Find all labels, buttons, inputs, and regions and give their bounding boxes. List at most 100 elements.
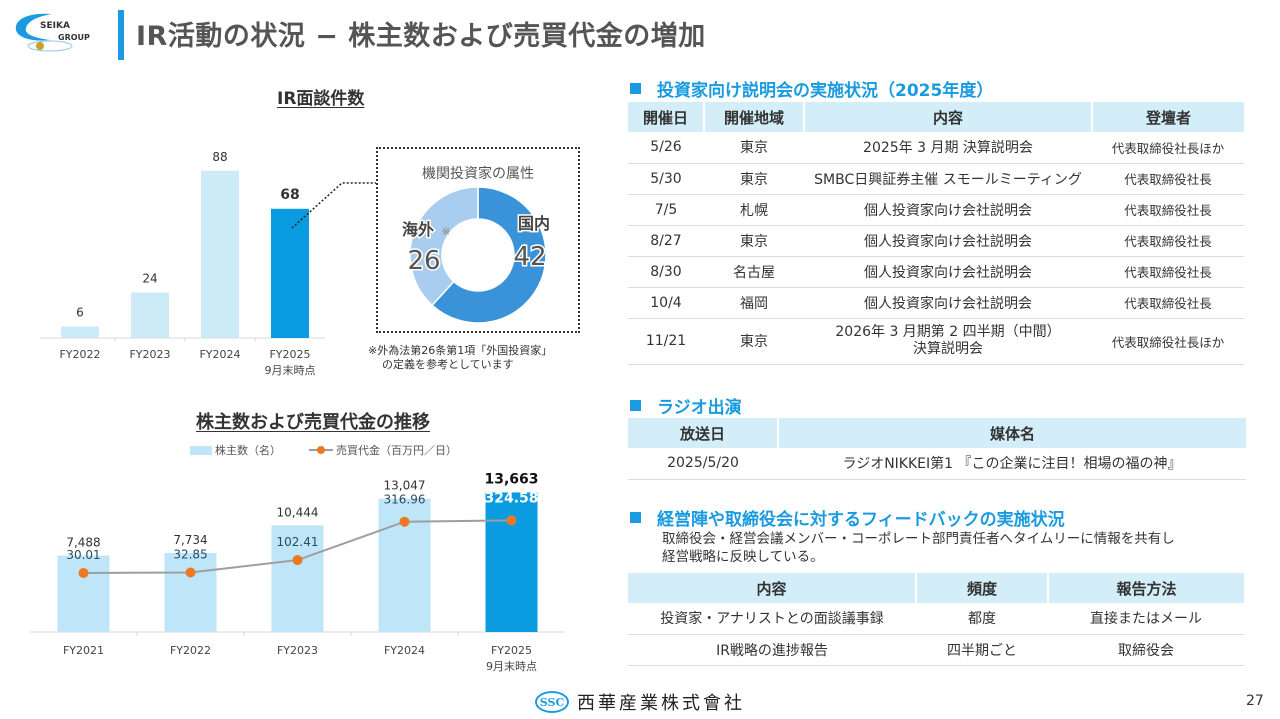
table-cell: 5/26 (628, 132, 704, 164)
table-cell: 個人投資家向け会社説明会 (804, 194, 1092, 226)
column-header: 内容 (628, 573, 917, 603)
table-row: IR戦略の進捗報告 四半期ごと 取締役会 (628, 634, 1244, 666)
table-cell: 8/30 (628, 256, 704, 288)
bar-FY2022 (164, 553, 217, 632)
footnote-line2: の定義を参考としています (382, 358, 514, 371)
table-cell: 直接またはメール (1048, 603, 1244, 635)
data-label: 68 (280, 187, 299, 203)
line-data-label: 32.85 (173, 548, 207, 562)
bar-data-label: 7,734 (173, 533, 207, 547)
table-cell: 札幌 (704, 194, 804, 226)
table-row: 投資家・アナリストとの面談議事録 都度 直接またはメール (628, 603, 1244, 635)
slice-label-overseas-mark: ※ (441, 225, 450, 238)
table-cell: 取締役会 (1048, 634, 1244, 666)
ir-meetings-bar-chart: 6 FY2022 24 FY2023 88 FY2024 68 FY2025 9月末時点 (40, 150, 325, 377)
seika-group-logo: SEIKA GROUP (15, 13, 90, 52)
x-tick-label: FY2021 (63, 644, 104, 657)
chart-legend: 株主数（名） 売買代金（百万円／日） (190, 442, 457, 458)
table-cell: 個人投資家向け会社説明会 (804, 256, 1092, 288)
table-cell: 5/30 (628, 163, 704, 195)
column-header: 報告方法 (1048, 573, 1244, 603)
x-tick-sublabel: 9月末時点 (486, 659, 537, 673)
table-cell: 福岡 (704, 287, 804, 319)
feedback-description-line2: 経営戦略に反映している。 (662, 549, 824, 565)
feedback-heading-text: 経営陣や取締役会に対するフィードバックの実施状況 (657, 510, 1065, 530)
x-tick-label: FY2024 (199, 348, 240, 361)
trading-value-marker (506, 515, 517, 526)
square-bullet-icon (630, 512, 641, 523)
table-cell: 8/27 (628, 225, 704, 257)
x-tick-sublabel: 9月末時点 (265, 363, 316, 377)
radio-table: 放送日 媒体名 2025/5/20 ラジオNIKKEI第1 『この企業に注目！相場の… (628, 418, 1246, 480)
table-row: 11/21 東京 2026年 3 月期第 2 四半期（中間） 決算説明会 代表取締役社長… (628, 318, 1244, 365)
institutional-investor-donut: 国内 42 海外 ※26 (400, 186, 552, 324)
x-tick-label: FY2023 (129, 348, 170, 361)
table-cell: 東京 (704, 163, 804, 195)
table-row: 5/30 東京 SMBC日興証券主催 スモールミーティング 代表取締役社長 (628, 163, 1244, 195)
column-header: 媒体名 (778, 418, 1246, 448)
table-cell: 投資家・アナリストとの面談議事録 (628, 603, 916, 635)
shareholders-trading-combo-chart: 7,488 FY2021 7,734 FY2022 10,444 FY2023 13,047… (30, 471, 565, 673)
bar-data-label: 13,047 (384, 479, 426, 493)
bar-FY2025 (485, 492, 538, 632)
table-cell: SMBC日興証券主催 スモールミーティング (804, 163, 1092, 195)
briefings-heading-text: 投資家向け説明会の実施状況（2025年度） (657, 81, 994, 101)
table-cell: 11/21 (628, 318, 704, 365)
slice-value-overseas: 26 (407, 246, 440, 276)
square-bullet-icon (630, 400, 641, 411)
table-row: 7/5 札幌 個人投資家向け会社説明会 代表取締役社長 (628, 194, 1244, 226)
table-cell: 代表取締役社長ほか (1092, 132, 1244, 164)
radio-heading-text: ラジオ出演 (657, 398, 742, 418)
line-data-label: 102.41 (277, 535, 319, 549)
table-cell: 7/5 (628, 194, 704, 226)
table-cell: 東京 (704, 132, 804, 164)
table-cell: 都度 (916, 603, 1048, 635)
footnote-line1: ※外為法第26条第1項「外国投資家」 (368, 344, 553, 357)
table-cell: 個人投資家向け会社説明会 (804, 225, 1092, 257)
bar-FY2025 (271, 208, 309, 338)
donut-slice-domestic (431, 186, 547, 324)
ssc-logo-mark: SSC (535, 691, 569, 713)
table-row: 8/27 東京 個人投資家向け会社説明会 代表取締役社長 (628, 225, 1244, 257)
table-row: 10/4 福岡 個人投資家向け会社説明会 代表取締役社長 (628, 287, 1244, 319)
column-header: 内容 (804, 102, 1093, 132)
feedback-description-line1: 取締役会・経営会議メンバー・コーポレート部門責任者へタイムリーに情報を共有し (662, 531, 1175, 547)
table-cell: 代表取締役社長 (1092, 287, 1244, 319)
column-header: 登壇者 (1092, 102, 1244, 132)
institutional-investor-box: 機関投資家の属性 (376, 147, 580, 333)
table-cell: 2026年 3 月期第 2 四半期（中間） 決算説明会 (804, 318, 1092, 365)
table-cell: 2025/5/20 (628, 448, 778, 480)
legend-item-shareholders: 株主数（名） (190, 442, 281, 458)
donut-footnote: ※外為法第26条第1項「外国投資家」 の定義を参考としています (368, 344, 552, 372)
x-tick-label: FY2025 (269, 348, 310, 361)
legend-bar-swatch (190, 445, 212, 455)
title-accent-bar (118, 10, 124, 60)
table-cell: IR戦略の進捗報告 (628, 634, 916, 666)
ir-meetings-chart-title: IR面談件数 (277, 89, 365, 109)
bar-FY2023 (131, 292, 169, 338)
table-cell: 代表取締役社長 (1092, 256, 1244, 288)
bar-data-label: 13,663 (484, 471, 538, 487)
feedback-heading: 経営陣や取締役会に対するフィードバックの実施状況 (630, 505, 1065, 530)
slice-label-overseas: 海外 (402, 220, 434, 239)
logo-line1: SEIKA (40, 21, 70, 31)
bar-FY2023 (271, 525, 324, 632)
line-data-label: 324.58 (484, 490, 538, 506)
data-label: 88 (212, 150, 227, 164)
logo-line2: GROUP (58, 33, 90, 42)
bar-data-label: 10,444 (277, 505, 319, 519)
table-cell: 個人投資家向け会社説明会 (804, 287, 1092, 319)
x-tick-label: FY2023 (277, 644, 318, 657)
slice-value-domestic: 42 (513, 242, 546, 272)
legend-line-swatch (309, 445, 333, 455)
trading-value-marker (292, 555, 303, 566)
bar-FY2021 (57, 555, 110, 632)
table-cell: 四半期ごと (916, 634, 1048, 666)
legend-label-shareholders: 株主数（名） (215, 444, 281, 457)
data-label: 6 (76, 306, 84, 320)
donut-title: 機関投資家の属性 (422, 166, 534, 182)
company-name: 西華産業株式會社 (577, 693, 745, 714)
page-number: 27 (1246, 693, 1264, 709)
x-tick-label: FY2022 (59, 348, 100, 361)
table-row: 2025/5/20 ラジオNIKKEI第1 『この企業に注目！相場の福の神』 (628, 448, 1246, 480)
